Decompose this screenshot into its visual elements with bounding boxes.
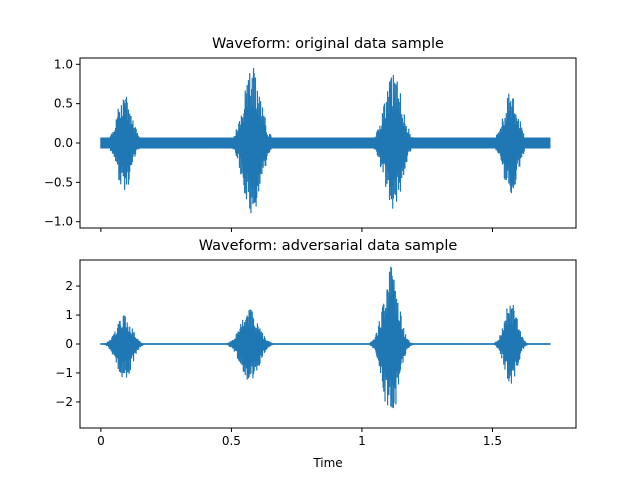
y-tick-label: −1.0 xyxy=(44,215,73,229)
y-tick-label: 0.5 xyxy=(54,97,73,111)
x-tick-label: 1 xyxy=(358,434,366,448)
adversarial-plot-title: Waveform: adversarial data sample xyxy=(199,238,458,254)
y-tick-label: 1 xyxy=(65,308,73,322)
y-tick-label: 0.0 xyxy=(54,136,73,150)
y-tick-label: 1.0 xyxy=(54,57,73,71)
x-axis-label: Time xyxy=(312,456,342,470)
x-tick-label: 0.5 xyxy=(222,434,241,448)
x-tick-label: 1.5 xyxy=(483,434,502,448)
y-tick-label: −0.5 xyxy=(44,175,73,189)
x-tick-label: 0 xyxy=(97,434,105,448)
waveform-line xyxy=(100,266,551,409)
y-tick-label: −2 xyxy=(55,395,73,409)
y-tick-label: 2 xyxy=(65,279,73,293)
waveform-line xyxy=(100,67,551,214)
original-waveform-plot: Waveform: original data sample 1.0 0.5 0.0… xyxy=(44,36,577,232)
adversarial-waveform-plot: Waveform: adversarial data sample Time 2… xyxy=(55,238,577,470)
y-tick-label: −1 xyxy=(55,366,73,380)
y-tick-label: 0 xyxy=(65,337,73,351)
original-plot-title: Waveform: original data sample xyxy=(212,36,444,52)
